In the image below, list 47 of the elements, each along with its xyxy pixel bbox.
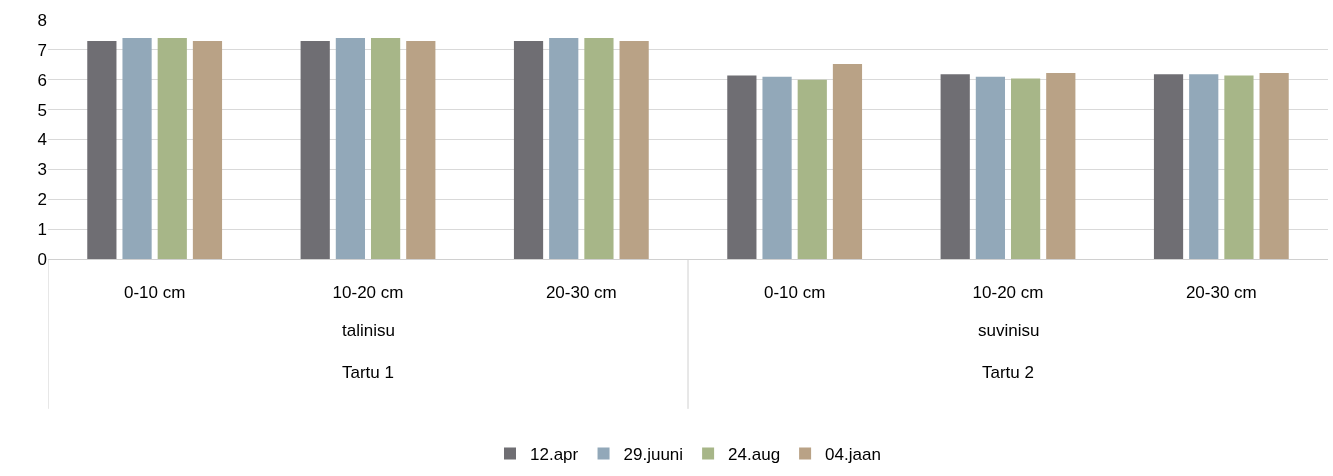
y-tick-label: 3: [37, 160, 47, 180]
bar: [762, 76, 792, 259]
y-tick-label: 1: [37, 220, 47, 240]
bar: [1189, 74, 1219, 259]
bar: [122, 37, 152, 259]
x-tick-label: 20-30 cm: [545, 283, 617, 303]
y-tick-label: 5: [37, 100, 47, 120]
bar: [192, 40, 223, 259]
y-tick-label: 2: [37, 190, 47, 210]
x-tick-label: 0-10 cm: [763, 283, 826, 303]
bar: [87, 40, 117, 259]
bar: [940, 74, 970, 259]
legend-label: 24.aug: [728, 445, 781, 465]
y-tick-label: 6: [37, 70, 47, 90]
x-tick-label: 10-20 cm: [332, 283, 404, 303]
text: Tartu 2: [982, 363, 1034, 382]
legend-label: 29.juuni: [623, 445, 684, 465]
bar: [1224, 75, 1254, 259]
x-tick-label: 10-20 cm: [972, 283, 1044, 303]
bar: [619, 40, 649, 259]
bar: [300, 40, 330, 259]
y-tick-label: 0: [37, 249, 47, 269]
bar: [1046, 72, 1076, 259]
bar: [406, 40, 436, 259]
legend-label: 04.jaan: [825, 445, 881, 465]
bar: [513, 40, 544, 259]
bar: [370, 37, 401, 259]
bar: [1259, 72, 1289, 259]
bar: [584, 37, 614, 259]
bar: [1153, 74, 1184, 259]
y-tick-label: 4: [37, 130, 47, 150]
y-tick-label: 8: [37, 10, 47, 30]
text: suvinisu: [978, 321, 1040, 340]
x-tick-label: 0-10 cm: [123, 283, 186, 303]
bar: [797, 79, 827, 259]
y-tick-label: 7: [37, 40, 47, 60]
text: Tartu 1: [342, 363, 394, 382]
bar: [549, 37, 579, 259]
bar: [832, 63, 863, 259]
bar: [335, 37, 366, 259]
bar: [157, 37, 187, 259]
bar: [727, 75, 757, 259]
x-tick-label: 20-30 cm: [1185, 283, 1257, 303]
bar: [1010, 78, 1041, 259]
text: talinisu: [342, 321, 395, 340]
legend-label: 12.apr: [530, 445, 579, 465]
bar: [975, 76, 1006, 259]
